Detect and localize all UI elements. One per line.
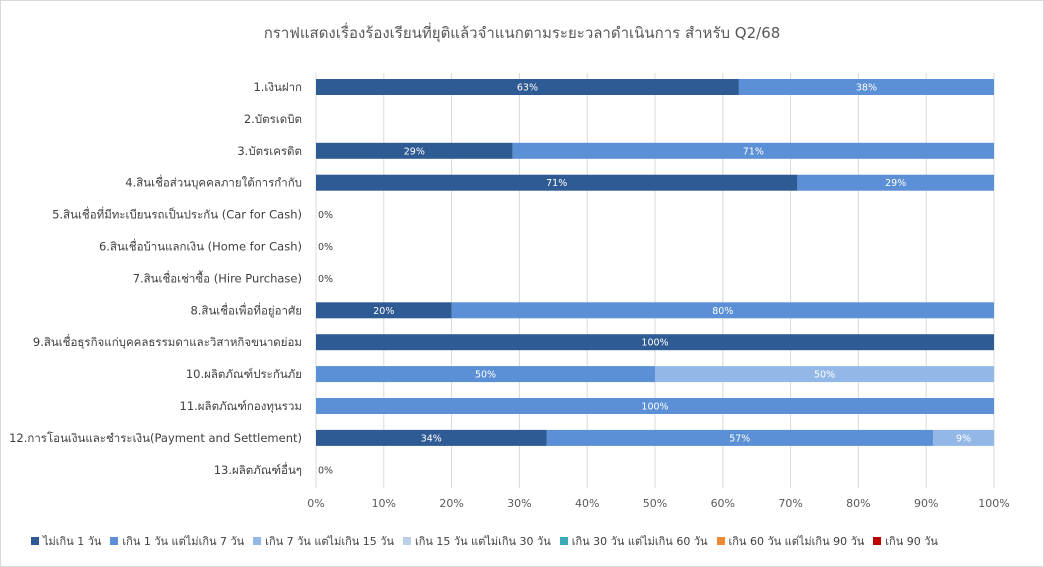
legend-item: เกิน 1 วัน แต่ไม่เกิน 7 วัน xyxy=(110,532,244,550)
category-label: 4.สินเชื่อส่วนบุคคลภายใต้การกำกับ xyxy=(125,175,302,190)
data-label: 100% xyxy=(641,402,668,413)
category-label: 2.บัตรเดบิต xyxy=(244,112,302,126)
bar-segment xyxy=(932,429,994,446)
x-tick-label: 30% xyxy=(507,497,531,510)
category-label: 9.สินเชื่อธุรกิจแก่บุคคลธรรมดาและวิสาหกิ… xyxy=(33,334,302,349)
data-label: 80% xyxy=(712,306,733,317)
x-tick-label: 0% xyxy=(307,497,324,510)
x-tick-label: 20% xyxy=(439,497,463,510)
chart-title: กราฟแสดงเรื่องร้องเรียนที่ยุติแล้วจำแนกต… xyxy=(263,24,781,42)
bar-segment xyxy=(316,398,994,414)
bar-segment xyxy=(316,174,798,191)
data-label: 100% xyxy=(641,338,668,349)
x-tick-label: 100% xyxy=(978,497,1009,510)
category-label: 1.เงินฝาก xyxy=(253,80,302,94)
legend-label: เกิน 30 วัน แต่ไม่เกิน 60 วัน xyxy=(571,535,708,548)
x-tick-label: 80% xyxy=(846,497,870,510)
category-label: 8.สินเชื่อเพื่อที่อยู่อาศัย xyxy=(190,302,302,317)
data-label: 0% xyxy=(318,465,333,476)
bar-segment xyxy=(316,366,655,383)
data-label: 71% xyxy=(546,178,567,189)
data-label: 29% xyxy=(404,146,425,157)
legend-item: เกิน 7 วัน แต่ไม่เกิน 15 วัน xyxy=(253,532,394,550)
category-label: 7.สินเชื่อเช่าซื้อ (Hire Purchase) xyxy=(133,270,302,285)
bar-segment xyxy=(316,302,452,319)
legend-label: ไม่เกิน 1 วัน xyxy=(43,535,102,548)
bar-segment xyxy=(316,429,547,446)
x-tick-label: 90% xyxy=(914,497,938,510)
legend-swatch xyxy=(253,537,262,545)
legend-item: เกิน 60 วัน แต่ไม่เกิน 90 วัน xyxy=(716,532,865,550)
data-label: 20% xyxy=(373,306,394,317)
legend-swatch xyxy=(31,537,39,545)
legend-label: เกิน 7 วัน แต่ไม่เกิน 15 วัน xyxy=(265,535,394,548)
legend-item: เกิน 90 วัน xyxy=(873,532,938,550)
x-tick-label: 50% xyxy=(643,497,667,510)
legend-label: เกิน 1 วัน แต่ไม่เกิน 7 วัน xyxy=(122,535,245,548)
x-tick-label: 60% xyxy=(711,497,735,510)
data-label: 0% xyxy=(318,210,333,221)
legend-swatch xyxy=(716,537,725,545)
category-label: 12.การโอนเงินและชำระเงิน(Payment and Set… xyxy=(9,431,302,445)
data-label: 50% xyxy=(814,370,835,381)
legend-label: เกิน 15 วัน แต่ไม่เกิน 30 วัน xyxy=(414,535,551,548)
data-label: 38% xyxy=(856,83,877,94)
category-label: 11.ผลิตภัณฑ์กองทุนรวม xyxy=(180,399,302,413)
bar-segment xyxy=(738,79,994,95)
legend-swatch xyxy=(110,537,119,545)
legend-item: เกิน 15 วัน แต่ไม่เกิน 30 วัน xyxy=(402,532,551,550)
legend-item: ไม่เกิน 1 วัน xyxy=(31,532,101,550)
bar-segment xyxy=(451,302,995,319)
data-label: 9% xyxy=(956,433,971,444)
data-label: 0% xyxy=(318,242,333,253)
chart-plot-area: 0% 10% 20% 30% 40% 50% 60% 70% 80% 90% 100% 1.เงินฝ… xyxy=(9,73,1010,510)
bar-segment xyxy=(512,142,994,159)
x-tick-label: 40% xyxy=(575,497,599,510)
data-label: 0% xyxy=(318,274,333,285)
bar-segment xyxy=(797,174,994,191)
category-label: 5.สินเชื่อที่มีทะเบียนรถเป็นประกัน (Car … xyxy=(52,207,302,222)
legend-swatch xyxy=(559,537,568,545)
bar-segment xyxy=(655,366,994,383)
legend-swatch xyxy=(402,537,411,545)
bar-segment xyxy=(316,79,739,95)
x-tick-label: 70% xyxy=(778,497,802,510)
chart-legend: ไม่เกิน 1 วัน เกิน 1 วัน แต่ไม่เกิน 7 วัน… xyxy=(31,532,1021,550)
bar-segment xyxy=(316,142,513,159)
x-tick-label: 10% xyxy=(372,497,396,510)
category-label: 13.ผลิตภัณฑ์อื่นๆ xyxy=(214,462,302,477)
bar-segment xyxy=(546,429,933,446)
legend-item: เกิน 30 วัน แต่ไม่เกิน 60 วัน xyxy=(559,532,708,550)
legend-label: เกิน 60 วัน แต่ไม่เกิน 90 วัน xyxy=(728,535,865,548)
legend-label: เกิน 90 วัน xyxy=(885,535,938,548)
category-label: 10.ผลิตภัณฑ์ประกันภัย xyxy=(186,367,302,381)
data-label: 29% xyxy=(885,178,906,189)
data-label: 57% xyxy=(729,433,750,444)
data-label: 63% xyxy=(517,83,538,94)
category-label: 3.บัตรเครดิต xyxy=(237,144,302,158)
data-label: 50% xyxy=(475,370,496,381)
bar-segment xyxy=(316,334,994,351)
data-label: 34% xyxy=(421,433,442,444)
category-label: 6.สินเชื่อบ้านแลกเงิน (Home for Cash) xyxy=(99,239,302,254)
legend-swatch xyxy=(873,537,882,545)
data-label: 71% xyxy=(743,146,764,157)
